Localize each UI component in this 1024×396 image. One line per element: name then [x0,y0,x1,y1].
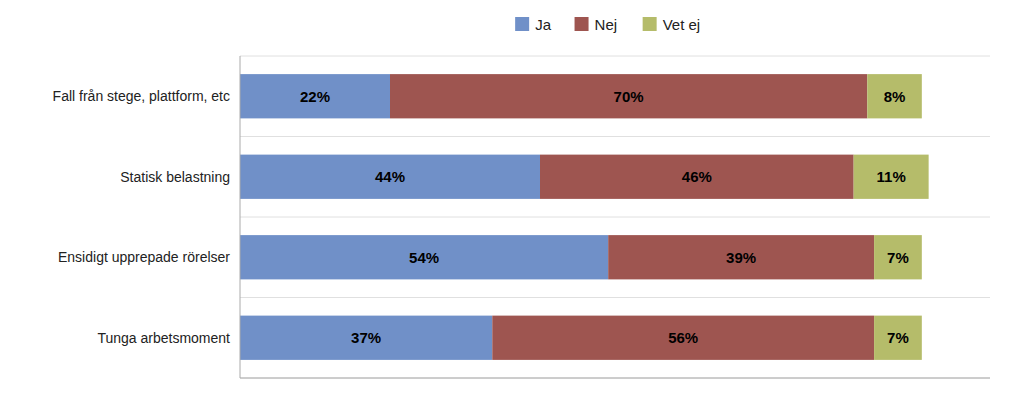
legend-swatch [643,17,657,31]
data-label: 56% [668,329,698,346]
bar-segment [390,74,867,118]
bars [240,74,929,360]
y-tick-label: Tunga arbetsmoment [97,330,230,346]
bar-segment [608,235,874,279]
y-axis-line [240,56,241,378]
data-label: 7% [887,329,909,346]
data-label: 37% [351,329,381,346]
bar-segment [874,316,922,360]
legend: Ja Nej Vet ej [515,16,700,33]
separator [240,297,990,298]
data-label: 22% [300,88,330,105]
bar-segment [867,74,922,118]
data-label: 8% [884,88,906,105]
legend-label: Ja [535,16,552,33]
legend-label: Vet ej [663,16,701,33]
data-label: 44% [375,168,405,185]
bar-segment [240,235,608,279]
bar-segment [492,316,874,360]
data-label: 39% [726,249,756,266]
chart: 22%70%8%44%46%11%54%39%7%37%56%7%Fall fr… [0,0,1024,396]
separator [240,56,990,57]
y-tick-label: Ensidigt upprepade rörelser [58,249,230,265]
y-tick-label: Fall från stege, plattform, etc [53,88,230,104]
data-label: 11% [877,168,906,185]
separator [240,378,990,379]
data-label: 70% [614,88,644,105]
separator [240,136,990,137]
legend-swatch [575,17,589,31]
chart-container: 22%70%8%44%46%11%54%39%7%37%56%7%Fall fr… [0,0,1024,396]
y-tick-label: Statisk belastning [120,169,230,185]
separator [240,217,990,218]
x-axis-line [240,378,990,379]
bar-segment [874,235,922,279]
bar-segment [540,155,854,199]
bar-segment [240,155,540,199]
bar-segment [240,316,492,360]
data-labels: 22% 70% 8% 44% 46% 11% 54% 39% 7% 37% 56% 7% [300,88,909,347]
bar-segment [240,74,390,118]
legend-swatch [515,17,529,31]
data-label: 7% [887,249,909,266]
data-label: 54% [409,249,439,266]
legend-label: Nej [595,16,618,33]
bar-segment [854,155,929,199]
axes: Fall från stege, plattform, etc Statisk b… [53,56,990,378]
data-label: 46% [682,168,712,185]
separators [240,56,990,378]
